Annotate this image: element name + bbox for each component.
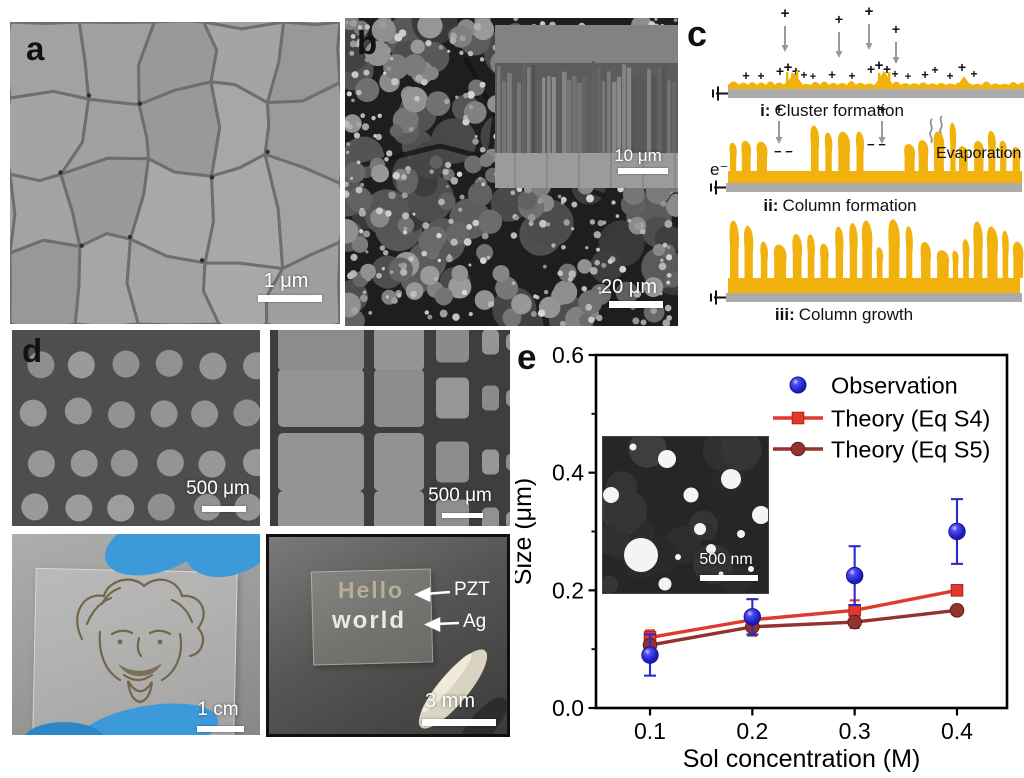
svg-text:+: + — [883, 61, 891, 77]
svg-text:+: + — [742, 68, 750, 83]
inset-sem-texture — [603, 437, 768, 593]
squares-scalebar — [442, 513, 483, 518]
stage-iii-prefix: iii: — [774, 305, 795, 324]
svg-text:− −: − − — [774, 144, 793, 159]
evaporation-label: Evaporation — [936, 145, 1022, 162]
chart-inset-sem: 500 nm — [603, 437, 768, 593]
stage-ii-prefix: ii: — [763, 196, 779, 215]
svg-text:+: + — [931, 63, 938, 77]
svg-text:+: + — [921, 67, 929, 82]
stage-iii-caption: iii: Column growth — [722, 305, 966, 325]
panel-d-einstein-film-photo: 1 cm — [12, 534, 260, 735]
square-array-image — [278, 330, 510, 526]
pzt-arrow — [413, 587, 451, 602]
world-text-ag: world — [332, 607, 406, 634]
panel-d-label: d — [22, 332, 43, 369]
svg-text:+: + — [958, 59, 966, 75]
panel-a-scalebar-label: 1 μm — [263, 270, 309, 292]
svg-text:+: + — [970, 67, 977, 81]
stage-i-prefix: i: — [760, 101, 771, 120]
panel-b-sem-clusters: 10 μm b 20 μm — [345, 18, 678, 326]
svg-text:+: + — [835, 11, 843, 27]
stage-i-caption: i: Cluster formation — [712, 101, 952, 121]
svg-text:+: + — [810, 71, 816, 83]
panel-e-label: e — [517, 338, 537, 377]
ag-arrow — [423, 617, 460, 632]
svg-text:+: + — [775, 101, 783, 117]
svg-text:+: + — [828, 67, 836, 82]
mechanism-drawing: +++++++++++++++++++++++++− −− − — [710, 3, 1024, 305]
panel-d-square-array: 500 μm — [270, 330, 510, 526]
svg-text:0.4: 0.4 — [941, 718, 973, 744]
panel-b-label: b — [357, 24, 378, 61]
svg-text:+: + — [848, 69, 855, 83]
svg-text:Observation: Observation — [831, 373, 958, 399]
svg-text:+: + — [867, 61, 875, 77]
panel-c-label: c — [687, 13, 708, 54]
svg-text:+: + — [865, 3, 874, 20]
squares-scalebar-label: 500 μm — [428, 485, 492, 506]
stage-i-title: Cluster formation — [774, 101, 904, 120]
pzt-label: PZT — [454, 579, 490, 600]
svg-text:+: + — [781, 5, 790, 22]
inset-scalebar — [700, 575, 758, 581]
svg-text:0.1: 0.1 — [634, 718, 666, 744]
svg-text:0.3: 0.3 — [839, 718, 871, 744]
svg-text:− −: − − — [867, 137, 886, 152]
svg-text:+: + — [875, 57, 884, 74]
stage-ii-title: Column formation — [782, 196, 917, 215]
stage-iii-title: Column growth — [798, 305, 914, 324]
ag-label: Ag — [463, 611, 487, 632]
svg-text:+: + — [878, 101, 886, 117]
svg-text:0.4: 0.4 — [552, 460, 584, 486]
panel-d-hello-world-photo: Hello world PZT Ag 3 mm — [266, 534, 510, 737]
grain-texture — [10, 22, 340, 324]
svg-text:Theory (Eq S5): Theory (Eq S5) — [831, 437, 990, 463]
panel-b-inset-scalebar-label: 10 μm — [614, 146, 662, 165]
einstein-scalebar-label: 1 cm — [197, 699, 239, 720]
einstein-sketch-and-gloves — [24, 534, 260, 735]
svg-text:0.0: 0.0 — [552, 695, 584, 721]
panel-b-inset-scalebar — [618, 168, 668, 174]
einstein-sketch — [76, 578, 205, 704]
dots-scalebar — [202, 506, 246, 512]
panel-e-chart: 0.0 0.2 0.4 0.6 0.1 0.2 0.3 0.4 Sol concentratio… — [515, 335, 1024, 778]
svg-text:Theory (Eq S4): Theory (Eq S4) — [831, 406, 990, 432]
svg-text:+: + — [892, 21, 900, 37]
panel-b-inset-cross-section: 10 μm — [495, 25, 678, 188]
svg-text:+: + — [946, 69, 953, 83]
size-vs-concentration-chart: 0.0 0.2 0.4 0.6 0.1 0.2 0.3 0.4 Sol concentratio… — [515, 342, 1009, 773]
panel-a-sem-grains: a 1 μm — [10, 22, 340, 324]
svg-text:+: + — [757, 69, 764, 83]
einstein-scalebar — [197, 726, 244, 732]
svg-text:+: + — [776, 63, 784, 79]
hello-scalebar — [422, 719, 496, 726]
panel-a-scalebar — [258, 295, 322, 302]
panel-b-scalebar — [609, 301, 663, 308]
panel-d-dot-array: d 500 μm — [12, 330, 260, 526]
dot-array-image — [19, 349, 260, 522]
electron-label: e⁻ — [710, 160, 729, 179]
svg-text:+: + — [800, 68, 807, 82]
dots-scalebar-label: 500 μm — [186, 478, 250, 499]
svg-text:+: + — [891, 67, 898, 81]
svg-text:+: + — [784, 59, 793, 76]
svg-text:0.2: 0.2 — [736, 718, 768, 744]
hello-text-pzt: Hello — [337, 577, 405, 603]
hello-scalebar-label: 3 mm — [425, 690, 475, 712]
inset-scalebar-label: 500 nm — [699, 551, 753, 568]
panel-c-mechanism-diagram: +++++++++++++++++++++++++− −− − c i:Clus… — [682, 0, 1024, 332]
svg-text:0.2: 0.2 — [552, 577, 584, 603]
stage-ii-caption: ii: Column formation — [712, 196, 968, 216]
panel-b-scalebar-label: 20 μm — [601, 276, 657, 298]
svg-text:Sol concentration (M): Sol concentration (M) — [683, 745, 921, 773]
svg-text:+: + — [905, 71, 911, 83]
panel-a-label: a — [26, 30, 45, 67]
blue-glove-fingers — [24, 534, 260, 735]
svg-text:0.6: 0.6 — [552, 342, 584, 368]
svg-text:Size (μm): Size (μm) — [515, 478, 537, 585]
